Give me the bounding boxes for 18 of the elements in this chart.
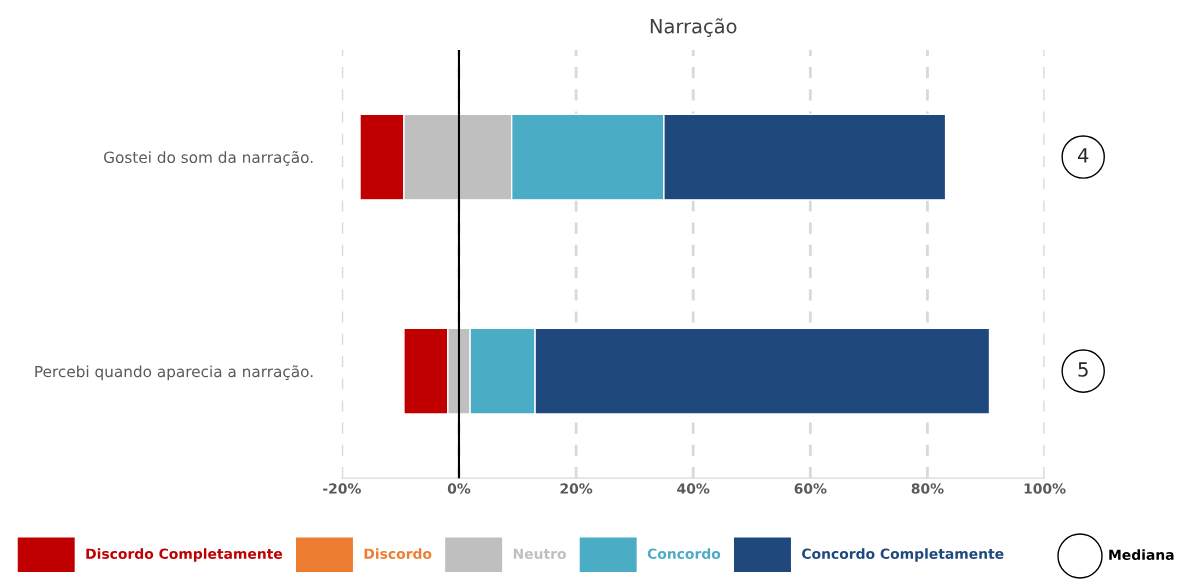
legend-label: Concordo bbox=[647, 548, 721, 559]
y-tick-label: Gostei do som da narração. bbox=[104, 150, 313, 166]
x-tick-label: -20% bbox=[323, 483, 361, 494]
y-tick-label: Percebi quando aparecia a narração. bbox=[35, 365, 313, 381]
x-tick-label: 60% bbox=[794, 483, 827, 494]
chart-title: Narração bbox=[650, 18, 737, 38]
x-tick-label: 0% bbox=[447, 483, 471, 494]
legend-label: Discordo Completamente bbox=[86, 548, 283, 562]
x-tick-label: 40% bbox=[677, 483, 710, 494]
legend-label: Discordo bbox=[364, 548, 432, 559]
text: 4 bbox=[1077, 148, 1089, 163]
text: Mediana bbox=[1109, 549, 1174, 561]
legend-label: Concordo Completamente bbox=[802, 548, 1004, 562]
text: 5 bbox=[1078, 362, 1088, 377]
x-tick-label: 80% bbox=[911, 483, 944, 494]
x-tick-label: 20% bbox=[560, 483, 593, 494]
x-tick-label: 100% bbox=[1024, 483, 1066, 494]
legend-label: Neutro bbox=[513, 548, 566, 559]
